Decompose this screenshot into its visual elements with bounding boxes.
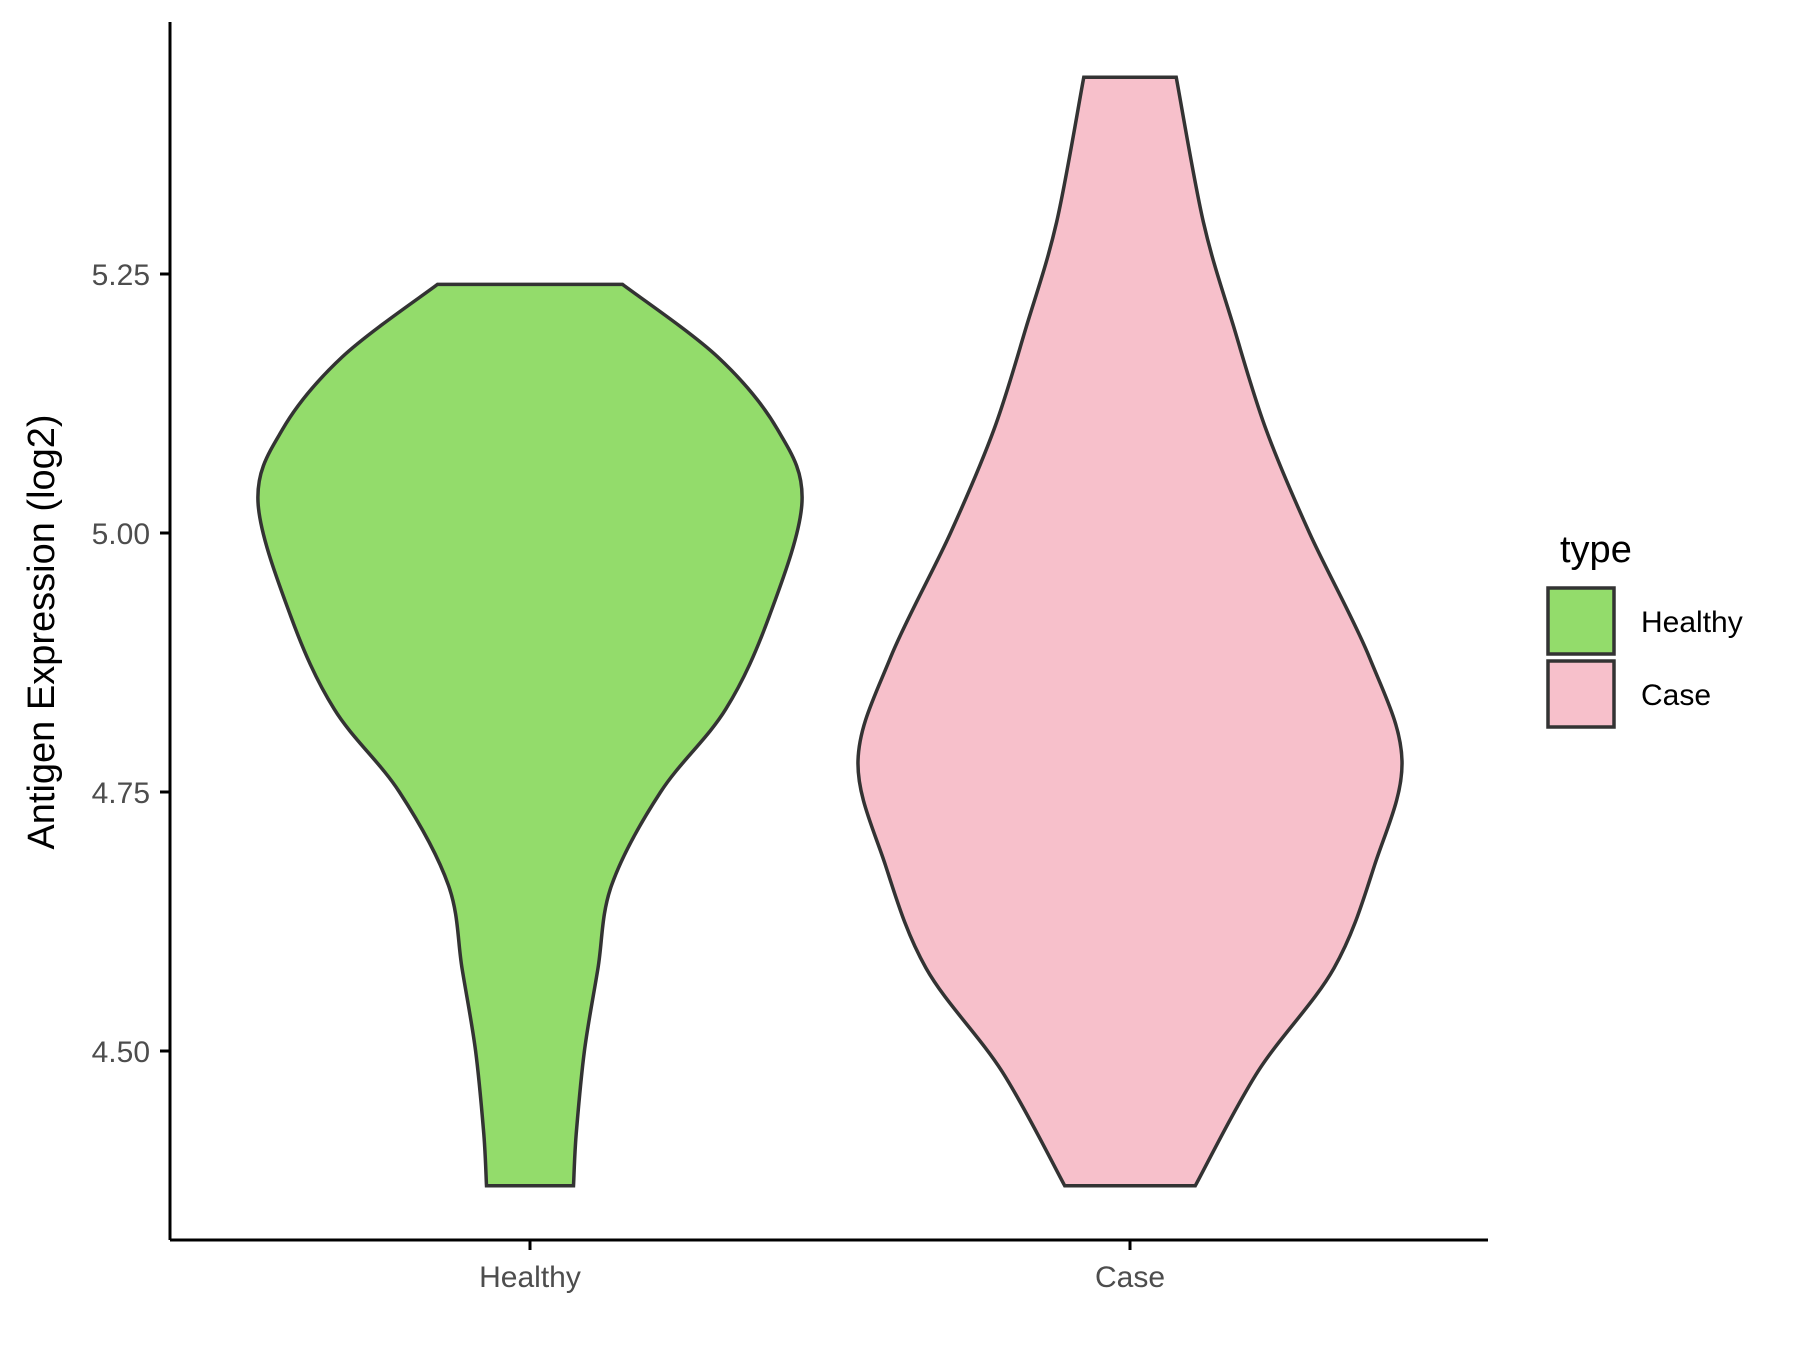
x-tick-label: Healthy (479, 1261, 581, 1294)
legend-entries: Healthy Case (1546, 586, 1743, 729)
legend-swatch-healthy (1546, 586, 1616, 656)
y-axis-title: Antigen Expression (log2) (21, 414, 63, 849)
x-ticks: Healthy Case (479, 1240, 1165, 1294)
y-tick-label: 5.00 (92, 518, 150, 551)
legend-swatch-case (1546, 659, 1616, 729)
y-tick-label: 5.25 (92, 259, 150, 292)
violin-case (856, 75, 1404, 1188)
legend-label-healthy: Healthy (1641, 606, 1743, 639)
x-tick-label: Case (1095, 1261, 1165, 1294)
legend-label-case: Case (1641, 679, 1711, 712)
violins-layer (256, 75, 1404, 1188)
y-tick-label: 4.75 (92, 777, 150, 810)
y-ticks: 4.50 4.75 5.00 5.25 (92, 259, 170, 1069)
legend: type Healthy Case (1546, 529, 1743, 729)
axes-layer (168, 22, 1488, 1242)
legend-title: type (1560, 529, 1632, 571)
violin-healthy (256, 282, 804, 1188)
y-tick-label: 4.50 (92, 1036, 150, 1069)
